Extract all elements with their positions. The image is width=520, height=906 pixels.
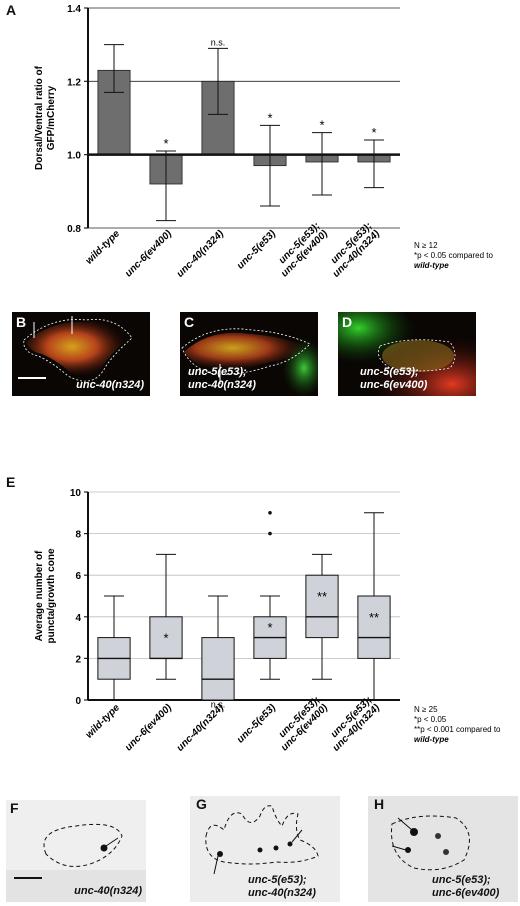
y-axis-label: puncta/growth cone <box>46 548 57 643</box>
chart-note: **p < 0.001 compared to <box>414 725 501 734</box>
growth-cone-g <box>205 805 319 875</box>
x-tick-label-group: unc-40(n324) <box>175 702 227 754</box>
x-tick-label-group: unc-5(e53);unc-40(n324) <box>329 695 383 754</box>
fluorescence-image-c: C unc-5(e53); unc-40(n324) <box>180 312 318 396</box>
y-tick-label: 0 <box>75 696 81 707</box>
box-plot-e: 0 2 4 6 8 10 wild-type * unc-6(ev400) n.s.unc-40(… <box>34 488 501 754</box>
y-axis-label-group: Average number of puncta/growth cone <box>34 548 57 643</box>
growth-cone-c <box>181 328 318 396</box>
y-axis-label-group: Dorsal/Ventral ratio of GFP/mCherry <box>34 65 57 170</box>
x-tick-label-group: unc-5(e53) <box>235 702 279 746</box>
label-f: unc-40(n324) <box>74 885 142 897</box>
growth-cone-f <box>6 823 146 902</box>
x-tick-label: unc-6(ev400) <box>123 702 174 753</box>
bar-chart-a: 0.8 1.0 1.2 1.4 wild-type * unc-6(ev400) n.s. un… <box>34 4 493 280</box>
chart-note: *p < 0.05 compared to <box>414 251 493 260</box>
y-tick-label: 10 <box>70 488 82 499</box>
x-tick-label-group: unc-40(n324) <box>175 228 227 280</box>
chart-note: N ≥ 25 <box>414 705 438 714</box>
fluorescence-image-b: B unc-40(n324) <box>12 312 150 396</box>
x-tick-label: unc-6(ev400) <box>123 228 174 279</box>
label-d: unc-5(e53); unc-6(ev400) <box>360 366 428 391</box>
outlier-point <box>268 511 272 515</box>
growth-cone-h <box>390 815 470 871</box>
panel-d-letter: D <box>342 314 353 330</box>
panel-g-letter: G <box>196 796 207 812</box>
panel-a-letter: A <box>6 2 17 18</box>
box <box>357 595 391 659</box>
panel-f-letter: F <box>10 800 19 816</box>
x-tick-label: unc-5(e53) <box>235 228 279 272</box>
y-axis-label: Average number of <box>34 550 45 641</box>
gray-image-g: G unc-5(e53); unc-40(n324) <box>190 796 340 902</box>
panel-b-letter: B <box>16 314 27 330</box>
y-axis-label: Dorsal/Ventral ratio of <box>34 65 45 170</box>
x-tick-label-group: wild-type <box>84 228 123 267</box>
y-tick-label: 8 <box>75 530 81 541</box>
box <box>201 637 235 701</box>
y-tick-label: 2 <box>75 654 81 665</box>
x-tick-label: wild-type <box>84 228 123 267</box>
x-tick-label: unc-40(n324) <box>175 702 227 754</box>
y-tick-label: 1.2 <box>67 77 81 88</box>
x-tick-label-group: unc-6(ev400) <box>123 702 174 753</box>
panel-e-letter: E <box>6 474 16 490</box>
y-tick-label: 1.0 <box>67 151 81 162</box>
growth-cone-d <box>338 312 476 396</box>
significance-mark: * <box>163 136 168 151</box>
panel-h-letter: H <box>374 796 385 812</box>
significance-mark: * <box>267 620 272 635</box>
y-tick-label: 4 <box>75 613 81 624</box>
chart-note: wild-type <box>414 261 449 270</box>
significance-mark: ** <box>317 589 327 604</box>
significance-mark: n.s. <box>211 37 226 47</box>
y-tick-label: 1.4 <box>67 4 81 15</box>
significance-mark: * <box>319 118 324 133</box>
label-g: unc-5(e53); unc-40(n324) <box>248 874 316 899</box>
label-h: unc-5(e53); unc-6(ev400) <box>432 874 500 899</box>
y-tick-label: 0.8 <box>67 224 81 235</box>
growth-cone-b <box>18 316 133 382</box>
outlier-point <box>268 531 272 536</box>
significance-mark: * <box>371 125 376 140</box>
chart-note: wild-type <box>414 735 449 744</box>
gray-image-f: F unc-40(n324) <box>6 800 146 902</box>
chart-note: N ≥ 12 <box>414 241 438 250</box>
panel-c-letter: C <box>184 314 195 330</box>
x-tick-label-group: unc-5(e53);unc-6(ev400) <box>277 695 331 754</box>
significance-mark: ** <box>369 610 379 625</box>
x-tick-label: unc-5(e53) <box>235 702 279 746</box>
significance-mark: * <box>267 110 272 125</box>
box <box>305 574 339 639</box>
significance-mark: * <box>163 631 168 646</box>
significance-mark: n.s. <box>211 700 226 710</box>
x-tick-label-group: unc-6(ev400) <box>123 228 174 279</box>
gray-image-h: H unc-5(e53); unc-6(ev400) <box>368 796 518 902</box>
label-b: unc-40(n324) <box>76 379 144 391</box>
x-tick-label: wild-type <box>84 702 123 741</box>
fluorescence-image-d: D unc-5(e53); unc-6(ev400) <box>338 312 476 396</box>
x-tick-label: unc-40(n324) <box>175 228 227 280</box>
y-axis-label: GFP/mCherry <box>46 85 57 150</box>
x-tick-label-group: unc-5(e53);unc-6(ev400) <box>277 221 331 280</box>
y-tick-label: 6 <box>75 571 81 582</box>
chart-note: *p < 0.05 <box>414 715 447 724</box>
box <box>149 616 183 659</box>
x-tick-label-group: unc-5(e53) <box>235 228 279 272</box>
x-tick-label-group: unc-5(e53);unc-40(n324) <box>329 221 383 280</box>
label-c: unc-5(e53); unc-40(n324) <box>188 366 256 391</box>
x-tick-label-group: wild-type <box>84 702 123 741</box>
